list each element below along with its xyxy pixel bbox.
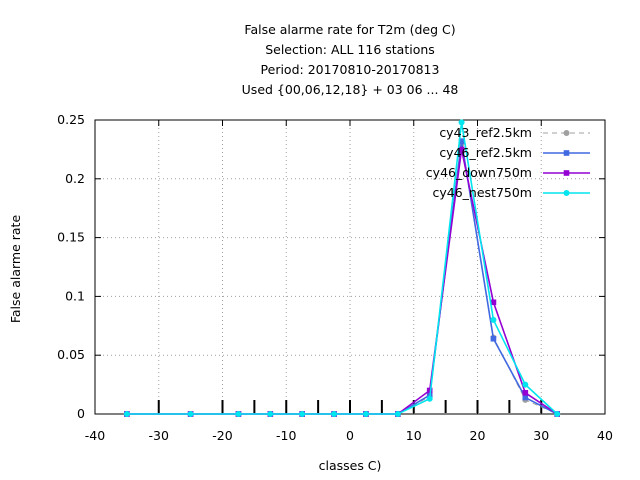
data-point [362, 411, 369, 417]
x-tick-label: -30 [149, 428, 169, 443]
data-point [187, 411, 194, 417]
y-tick-label: 0 [77, 406, 85, 421]
series-cy43_ref2.5km [123, 140, 561, 417]
legend-label: cy43_ref2.5km [439, 125, 532, 140]
data-point [458, 119, 465, 126]
series-cy46_nest750m [123, 119, 561, 417]
data-point [394, 411, 401, 417]
data-point [426, 395, 433, 402]
title-line-1: False alarme rate for T2m (deg C) [244, 22, 455, 37]
x-tick-label: 30 [533, 428, 549, 443]
legend-marker [563, 170, 570, 176]
data-point [522, 394, 529, 401]
data-point [522, 390, 529, 396]
title-line-4: Used {00,06,12,18} + 03 06 ... 48 [242, 82, 459, 97]
data-point [522, 381, 529, 388]
x-tick-label: -10 [276, 428, 296, 443]
data-point [299, 411, 306, 417]
x-tick-label: 10 [406, 428, 422, 443]
y-tick-label: 0.15 [57, 230, 85, 245]
data-point [267, 411, 274, 417]
legend-marker [563, 190, 570, 196]
title-line-2: Selection: ALL 116 stations [265, 42, 435, 57]
legend-label: cy46_nest750m [433, 185, 533, 200]
data-point [490, 299, 497, 306]
y-tick-label: 0.1 [65, 288, 85, 303]
data-point [426, 387, 433, 394]
y-tick-label: 0.05 [57, 347, 85, 362]
axes: -40 -30 -20 -10 0 10 20 30 40 0 0.05 0.1 0.15 0.2 0.25 [57, 112, 613, 443]
series-group [123, 119, 561, 417]
x-tick-label: -40 [85, 428, 105, 443]
title-line-3: Period: 20170810-20170813 [261, 62, 440, 77]
data-point [458, 138, 465, 144]
x-tick-label: 40 [597, 428, 613, 443]
y-tick-label: 0.25 [57, 112, 85, 127]
legend-label: cy46_down750m [426, 165, 532, 180]
legend: cy43_ref2.5km cy46_ref2.5km cy46_down750mc… [426, 125, 590, 200]
data-point [554, 411, 561, 417]
legend-marker [563, 150, 570, 156]
series-cy46_ref2.5km [124, 138, 560, 417]
data-point [331, 411, 338, 417]
x-tick-label: 0 [346, 428, 354, 443]
data-point [123, 411, 130, 417]
data-point [458, 146, 465, 153]
legend-marker [563, 130, 570, 136]
x-tick-label: -20 [212, 428, 232, 443]
x-tick-label: 20 [470, 428, 486, 443]
y-axis-label: False alarme rate [8, 215, 23, 324]
data-point [235, 411, 242, 417]
series-line [126, 141, 558, 415]
y-tick-label: 0.2 [65, 171, 85, 186]
grid [95, 120, 605, 414]
data-point [490, 316, 497, 323]
class-markers [157, 400, 543, 413]
chart-title: False alarme rate for T2m (deg C) Select… [242, 22, 459, 97]
x-axis-label: classes C) [319, 458, 382, 473]
legend-label: cy46_ref2.5km [439, 145, 532, 160]
data-point [490, 335, 497, 342]
